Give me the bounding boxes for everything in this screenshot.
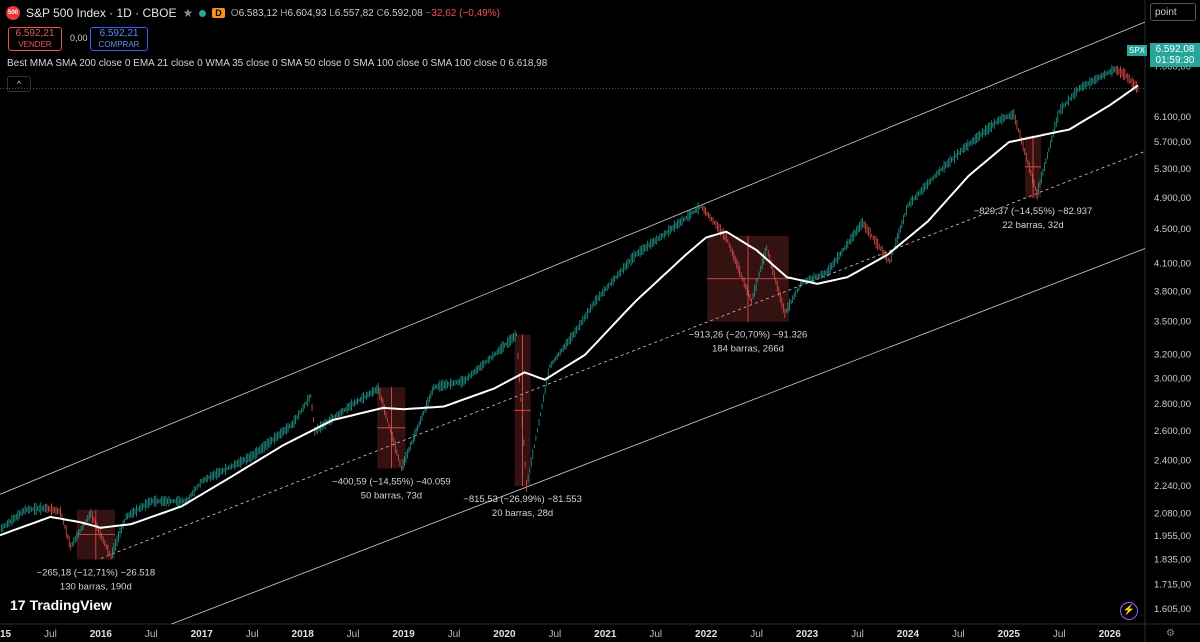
measure-label: −829,37 (−14,55%) −82.937 bbox=[974, 206, 1093, 217]
tradingview-logo[interactable]: 17 TradingView bbox=[10, 597, 112, 613]
symbol-price-tag: SPX bbox=[1127, 45, 1147, 56]
x-tick-label: Jul bbox=[448, 629, 461, 640]
ohlc-readout: O6.583,12 H6.604,93 L6.557,82 C6.592,08 … bbox=[230, 7, 500, 19]
star-icon[interactable]: ★ bbox=[182, 6, 194, 20]
collapse-legend-button[interactable]: ^ bbox=[7, 76, 31, 92]
channel-line-middle bbox=[100, 150, 1146, 559]
y-tick-label: 1.715,00 bbox=[1154, 579, 1191, 590]
y-tick-label: 2.600,00 bbox=[1154, 426, 1191, 437]
x-tick-label: 2017 bbox=[191, 629, 214, 640]
x-tick-label: 2022 bbox=[695, 629, 718, 640]
sma-200-line bbox=[0, 84, 1139, 537]
x-tick-label: 2019 bbox=[392, 629, 415, 640]
symbol-title[interactable]: S&P 500 Index · 1D · CBOE bbox=[26, 6, 177, 20]
chevron-up-icon: ^ bbox=[16, 79, 22, 89]
y-tick-label: 7.000,00 bbox=[1154, 62, 1191, 73]
measure-label: −265,18 (−12,71%) −26.518 bbox=[37, 567, 156, 578]
x-tick-label: 2020 bbox=[493, 629, 516, 640]
x-tick-label: 2015 bbox=[0, 629, 12, 640]
tradingview-icon: 17 bbox=[10, 597, 26, 613]
last-price-label: 6.592,08 01:59:30 bbox=[1150, 43, 1200, 67]
x-tick-label: Jul bbox=[145, 629, 158, 640]
data-delay-badge: D bbox=[212, 8, 225, 18]
x-tick-label: Jul bbox=[750, 629, 763, 640]
y-tick-label: 2.400,00 bbox=[1154, 456, 1191, 467]
market-status-icon bbox=[199, 9, 207, 17]
y-tick-label: 2.240,00 bbox=[1154, 481, 1191, 492]
x-tick-label: Jul bbox=[649, 629, 662, 640]
sell-button[interactable]: 6.592,21 VENDER bbox=[8, 27, 62, 51]
y-tick-label: 3.200,00 bbox=[1154, 350, 1191, 361]
y-tick-label: 3.800,00 bbox=[1154, 286, 1191, 297]
buy-button[interactable]: 6.592,21 COMPRAR bbox=[90, 27, 148, 51]
measure-label: 184 barras, 266d bbox=[712, 344, 784, 355]
chart-header: 500 S&P 500 Index · 1D · CBOE ★ D O6.583… bbox=[0, 0, 1151, 26]
y-tick-label: 1.605,00 bbox=[1154, 604, 1191, 615]
x-tick-label: 2018 bbox=[292, 629, 315, 640]
y-tick-label: 2.080,00 bbox=[1154, 508, 1191, 519]
measure-label: 130 barras, 190d bbox=[60, 581, 132, 592]
y-tick-label: 4.100,00 bbox=[1154, 258, 1191, 269]
x-tick-label: Jul bbox=[548, 629, 561, 640]
measure-label: −815,53 (−26,99%) −81.553 bbox=[463, 494, 582, 505]
x-tick-label: 2024 bbox=[897, 629, 920, 640]
scale-mode-button[interactable]: point bbox=[1150, 3, 1196, 21]
channel-line-upper bbox=[0, 21, 1146, 495]
measure-label: 20 barras, 28d bbox=[492, 508, 553, 519]
x-tick-label: Jul bbox=[347, 629, 360, 640]
y-tick-label: 3.000,00 bbox=[1154, 373, 1191, 384]
measure-label: −400,59 (−14,55%) −40.059 bbox=[332, 476, 451, 487]
x-tick-label: Jul bbox=[851, 629, 864, 640]
spread-value: 0,00 bbox=[70, 33, 88, 43]
x-tick-label: 2026 bbox=[1099, 629, 1122, 640]
measure-label: −913,26 (−20,70%) −91.326 bbox=[689, 330, 808, 341]
y-tick-label: 5.700,00 bbox=[1154, 137, 1191, 148]
y-tick-label: 5.300,00 bbox=[1154, 164, 1191, 175]
gear-icon[interactable]: ⚙ bbox=[1166, 628, 1175, 639]
y-tick-label: 1.835,00 bbox=[1154, 554, 1191, 565]
measure-label: 50 barras, 73d bbox=[361, 490, 422, 501]
y-tick-label: 2.800,00 bbox=[1154, 399, 1191, 410]
measure-label: 22 barras, 32d bbox=[1002, 220, 1063, 231]
y-tick-label: 3.500,00 bbox=[1154, 317, 1191, 328]
x-tick-label: Jul bbox=[1053, 629, 1066, 640]
x-tick-label: 2016 bbox=[90, 629, 113, 640]
lightning-icon[interactable]: ⚡ bbox=[1120, 602, 1138, 620]
x-tick-label: 2025 bbox=[998, 629, 1021, 640]
x-tick-label: 2021 bbox=[594, 629, 617, 640]
x-tick-label: 2023 bbox=[796, 629, 819, 640]
x-tick-label: Jul bbox=[952, 629, 965, 640]
y-tick-label: 1.955,00 bbox=[1154, 531, 1191, 542]
indicator-legend[interactable]: Best MMA SMA 200 close 0 EMA 21 close 0 … bbox=[7, 58, 548, 69]
y-tick-label: 4.500,00 bbox=[1154, 224, 1191, 235]
channel-line-lower bbox=[171, 248, 1146, 625]
y-tick-label: 6.100,00 bbox=[1154, 112, 1191, 123]
change-readout: −32,62 (−0,49%) bbox=[425, 7, 500, 19]
y-tick-label: 4.900,00 bbox=[1154, 193, 1191, 204]
x-tick-label: Jul bbox=[44, 629, 57, 640]
symbol-logo-icon: 500 bbox=[6, 6, 20, 20]
x-tick-label: Jul bbox=[246, 629, 259, 640]
